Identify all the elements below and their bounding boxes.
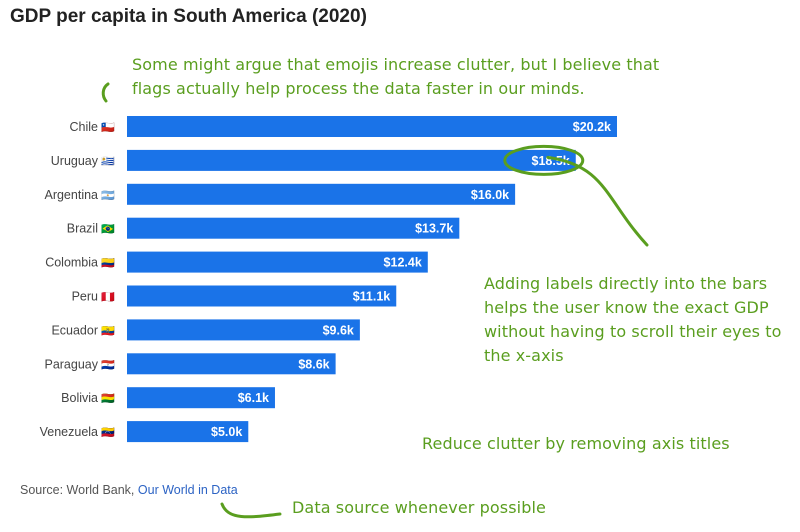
source-annotation-mark — [220, 502, 282, 519]
flag-icon-ecuador: 🇪🇨 — [101, 324, 115, 337]
flag-icon-colombia: 🇨🇴 — [101, 257, 115, 270]
emoji-annotation-line-1: Some might argue that emojis increase cl… — [132, 55, 660, 74]
category-label-argentina: Argentina — [44, 188, 98, 202]
flag-icon-paraguay: 🇵🇾 — [101, 358, 115, 371]
source-line: Source: World Bank, Our World in Data — [20, 483, 238, 497]
flag-icon-chile: 🇨🇱 — [101, 121, 115, 134]
bar-chile — [127, 116, 617, 137]
category-label-ecuador: Ecuador — [51, 323, 98, 337]
flag-icon-argentina: 🇦🇷 — [101, 189, 115, 202]
value-label-paraguay: $8.6k — [298, 357, 329, 371]
clutter-annotation: Reduce clutter by removing axis titles — [422, 432, 730, 456]
value-label-peru: $11.1k — [353, 290, 391, 304]
labels-annotation-line-3: without having to scroll their eyes to — [484, 322, 782, 341]
category-label-peru: Peru — [72, 290, 98, 304]
source-annotation: Data source whenever possible — [292, 496, 546, 520]
value-label-ecuador: $9.6k — [323, 323, 354, 337]
category-label-venezuela: Venezuela — [40, 425, 98, 439]
highlight-circle — [503, 144, 585, 176]
value-labels: $20.2k $18.5k $16.0k $13.7k $12.4k $11.1k $9.6… — [211, 120, 611, 439]
value-label-chile: $20.2k — [573, 120, 611, 134]
category-labels: Chile 🇨🇱 Uruguay 🇺🇾 Argentina 🇦🇷 Brazil 🇧🇷 Colom… — [40, 120, 115, 439]
labels-annotation-line-4: the x-axis — [484, 346, 564, 365]
bar-colombia — [127, 251, 428, 273]
flag-icon-peru: 🇵🇪 — [101, 291, 115, 304]
clutter-annotation-text: Reduce clutter by removing axis titles — [422, 434, 730, 453]
bars-layer — [127, 116, 617, 443]
flag-icon-venezuela: 🇻🇪 — [101, 426, 115, 439]
value-label-bolivia: $6.1k — [238, 391, 269, 405]
bar-argentina — [127, 183, 516, 205]
bar-paraguay — [127, 353, 336, 375]
chart-title: GDP per capita in South America (2020) — [10, 6, 367, 27]
source-link[interactable]: Our World in Data — [137, 483, 238, 497]
emoji-annotation-mark — [101, 82, 110, 103]
value-label-uruguay: $18.5k — [532, 154, 570, 168]
bar-venezuela — [127, 421, 249, 443]
bar-bolivia — [127, 387, 275, 409]
category-label-uruguay: Uruguay — [51, 154, 99, 168]
category-label-paraguay: Paraguay — [44, 357, 98, 371]
flag-icon-brazil: 🇧🇷 — [101, 223, 115, 236]
labels-annotation: Adding labels directly into the bars hel… — [484, 272, 782, 368]
labels-annotation-line-2: helps the user know the exact GDP — [484, 298, 769, 317]
bar-peru — [127, 285, 397, 307]
annotation-marks — [101, 82, 649, 519]
category-label-chile: Chile — [70, 120, 99, 134]
category-label-bolivia: Bolivia — [61, 391, 98, 405]
flag-icon-bolivia: 🇧🇴 — [101, 392, 115, 405]
bar-uruguay — [127, 149, 576, 171]
highlight-connector — [546, 155, 649, 247]
value-label-colombia: $12.4k — [384, 256, 422, 270]
labels-annotation-line-1: Adding labels directly into the bars — [484, 274, 768, 293]
emoji-annotation-line-2: flags actually help process the data fas… — [132, 79, 585, 98]
source-annotation-text: Data source whenever possible — [292, 498, 546, 517]
category-label-colombia: Colombia — [45, 256, 98, 270]
bar-ecuador — [127, 319, 360, 341]
value-label-brazil: $13.7k — [415, 222, 453, 236]
flag-icon-uruguay: 🇺🇾 — [101, 155, 115, 168]
category-label-brazil: Brazil — [67, 222, 98, 236]
value-label-argentina: $16.0k — [471, 188, 509, 202]
value-label-venezuela: $5.0k — [211, 425, 242, 439]
source-prefix: Source: World Bank, — [20, 483, 135, 497]
bar-brazil — [127, 217, 460, 239]
emoji-annotation: Some might argue that emojis increase cl… — [132, 53, 659, 101]
